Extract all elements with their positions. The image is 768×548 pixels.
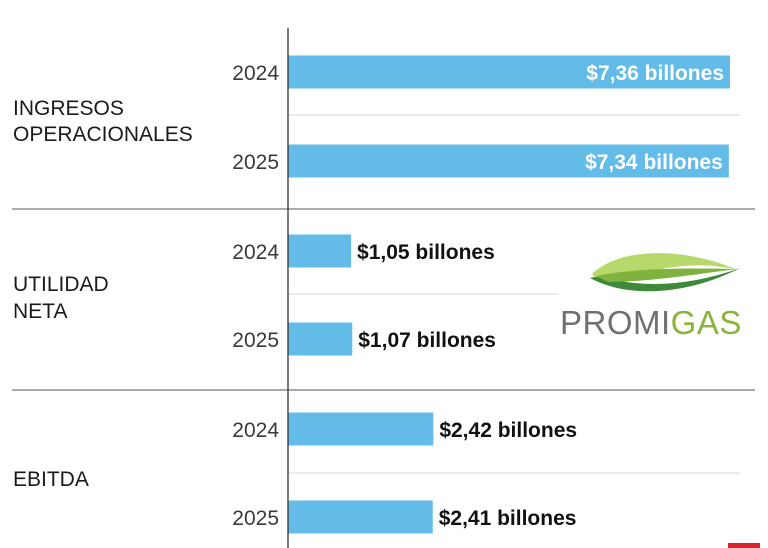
year-label: 2024: [232, 62, 279, 85]
bar: [288, 55, 730, 89]
group-label: OPERACIONALES: [13, 123, 193, 146]
group-label: EBITDA: [13, 468, 89, 491]
group-label: NETA: [13, 300, 67, 323]
corner-accent: [728, 543, 760, 548]
value-label: $7,34 billones: [585, 151, 723, 174]
bar: [288, 234, 352, 268]
group-label: UTILIDAD: [13, 273, 109, 296]
year-label: 2024: [232, 241, 279, 264]
value-label: $1,05 billones: [357, 241, 495, 264]
year-label: 2024: [232, 419, 279, 442]
leaf-icon: [590, 253, 740, 292]
value-label: $2,42 billones: [439, 419, 577, 442]
bar: [288, 322, 353, 356]
value-label: $1,07 billones: [358, 329, 496, 352]
group-label: INGRESOS: [13, 97, 124, 120]
bar: [288, 412, 434, 446]
logo-wordmark: PROMIGAS: [560, 306, 742, 339]
logo-text-gas: GAS: [670, 304, 742, 341]
logo-text-promi: PROMI: [560, 304, 671, 341]
bar: [288, 144, 729, 178]
year-label: 2025: [232, 329, 279, 352]
value-label: $7,36 billones: [586, 62, 724, 85]
promigas-logo: PROMIGAS: [556, 246, 746, 350]
bar: [288, 500, 433, 534]
year-label: 2025: [232, 507, 279, 530]
value-label: $2,41 billones: [439, 507, 577, 530]
year-label: 2025: [232, 151, 279, 174]
